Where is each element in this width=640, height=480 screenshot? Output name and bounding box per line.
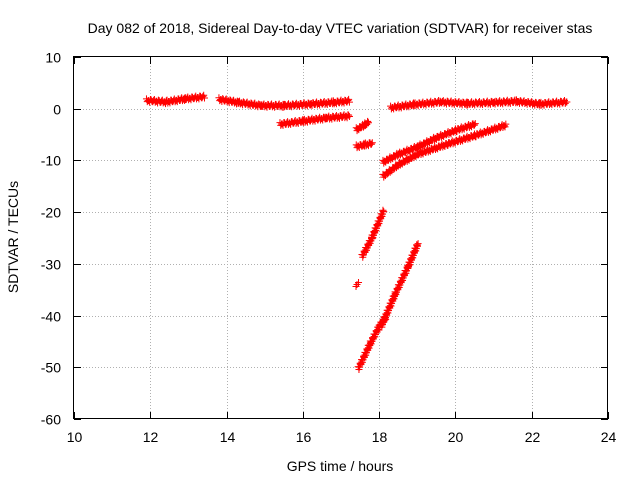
data-point — [500, 122, 508, 130]
data-point — [364, 117, 372, 125]
series-arc-f — [358, 206, 388, 261]
data-point — [379, 206, 387, 214]
data-point — [563, 98, 571, 106]
y-tick-label: 10 — [45, 50, 61, 66]
data-point — [404, 262, 412, 270]
y-tick-label: -10 — [41, 153, 61, 169]
data-point — [471, 121, 478, 129]
y-tick-label: -60 — [41, 412, 61, 428]
y-tick-label: -30 — [41, 257, 61, 273]
data-point — [344, 97, 352, 105]
series-arc-e — [352, 139, 376, 152]
series-arc-b — [215, 94, 353, 111]
data-point — [377, 214, 385, 222]
data-point — [386, 303, 394, 311]
data-point — [471, 120, 479, 128]
grid — [74, 57, 608, 419]
data-point — [407, 255, 415, 263]
x-tick-label: 24 — [601, 429, 617, 445]
series-arc-a — [142, 91, 208, 108]
series-arc-k — [387, 96, 571, 113]
y-tick-label: 0 — [53, 102, 61, 118]
y-tick-label: -40 — [41, 309, 61, 325]
x-tick-label: 22 — [525, 429, 541, 445]
x-tick-label: 16 — [296, 429, 312, 445]
x-tick-label: 18 — [372, 429, 388, 445]
chart-title: Day 082 of 2018, Sidereal Day-to-day VTE… — [88, 20, 593, 36]
data-point — [368, 235, 376, 243]
y-tick-label: -20 — [41, 205, 61, 221]
data-point — [374, 221, 382, 229]
x-axis-label: GPS time / hours — [287, 458, 394, 474]
data-point — [200, 94, 208, 102]
data-point — [380, 208, 388, 216]
series-arc-d — [352, 117, 372, 135]
series-point-l — [352, 279, 363, 291]
data-point — [371, 228, 379, 236]
data-point — [389, 296, 397, 304]
y-axis-label: SDTVAR / TECUs — [5, 181, 21, 293]
data-point — [368, 139, 376, 147]
data-point — [345, 98, 353, 106]
series — [142, 91, 571, 374]
series-arc-j — [379, 120, 510, 181]
data-point — [502, 120, 510, 128]
data-point — [383, 310, 391, 318]
data-point — [368, 140, 376, 148]
data-point — [413, 241, 421, 249]
data-point — [414, 240, 422, 248]
data-point — [345, 111, 353, 119]
y-tick-label: -50 — [41, 360, 61, 376]
x-tick-label: 20 — [448, 429, 464, 445]
data-point — [379, 317, 387, 325]
plot-border — [73, 56, 608, 419]
data-point — [410, 248, 418, 256]
data-point — [345, 113, 353, 121]
series-arc-c — [276, 111, 353, 129]
ticks: 10 12 14 16 18 20 22 24 10 0 -10 -20 -30 -40 -50 -60 — [41, 50, 617, 446]
x-tick-label: 10 — [67, 429, 83, 445]
data-point — [561, 99, 569, 107]
series-arc-i — [379, 120, 479, 167]
series-arc-h — [377, 240, 422, 331]
x-tick-label: 14 — [220, 429, 236, 445]
data-point — [352, 283, 360, 291]
data-point — [199, 92, 207, 100]
x-tick-label: 12 — [143, 429, 159, 445]
data-point — [355, 279, 363, 287]
data-point — [365, 119, 372, 127]
